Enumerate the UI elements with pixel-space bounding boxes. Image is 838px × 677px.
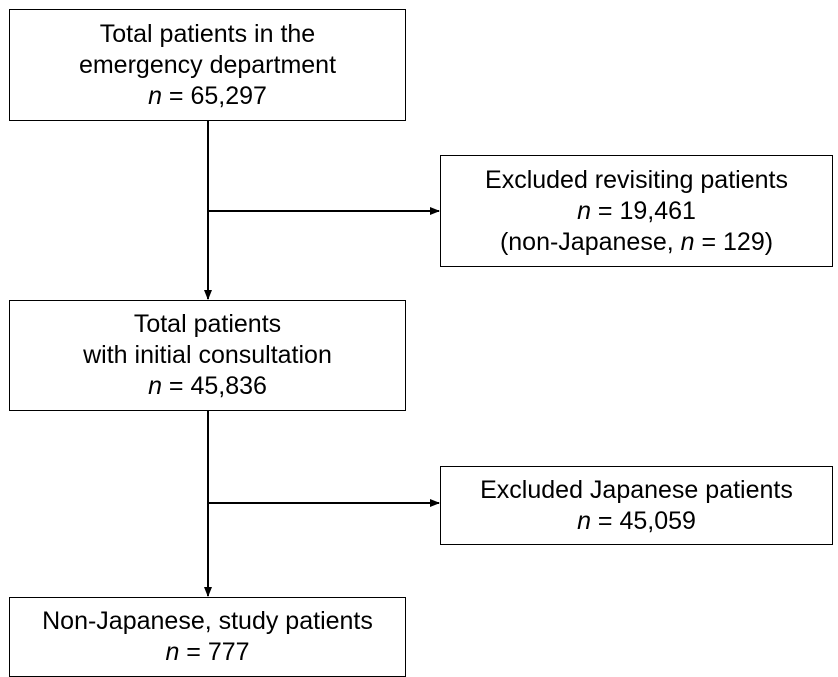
study-n-value: = 777 — [179, 638, 250, 666]
revisit-subcount: (non-Japanese, n = 129) — [500, 227, 773, 258]
revisit-sub-n-symbol: n — [680, 227, 695, 256]
study-count: n = 777 — [165, 637, 249, 668]
total-n-value: = 65,297 — [161, 81, 267, 110]
total-line2: emergency department — [78, 50, 337, 79]
revisit-count: n = 19,461 — [577, 196, 696, 227]
revisit-n-symbol: n — [577, 196, 591, 225]
revisit-sub-prefix: (non-Japanese, — [499, 227, 681, 256]
japanese-line1: Excluded Japanese patients — [480, 475, 793, 504]
revisit-sub-value: = 129) — [694, 227, 774, 256]
box-excluded-japanese: Excluded Japanese patients n = 45,059 — [440, 466, 833, 545]
initial-count: n = 45,836 — [148, 371, 267, 402]
japanese-n-symbol: n — [577, 506, 591, 535]
japanese-n-value: = 45,059 — [590, 506, 696, 535]
study-line1: Non-Japanese, study patients — [42, 607, 373, 635]
total-line1: Total patients in the — [99, 19, 316, 48]
box-excluded-revisiting: Excluded revisiting patients n = 19,461 … — [440, 155, 833, 267]
revisit-n-value: = 19,461 — [590, 196, 696, 225]
initial-line2: with initial consultation — [83, 341, 332, 369]
box-study-patients: Non-Japanese, study patients n = 777 — [9, 597, 406, 677]
box-total-patients: Total patients in the emergency departme… — [9, 9, 406, 121]
box-initial-consultation: Total patients with initial consultation… — [9, 300, 406, 411]
initial-line1: Total patients — [133, 310, 282, 338]
study-n-symbol: n — [165, 638, 180, 666]
total-n-symbol: n — [148, 81, 162, 110]
initial-n-symbol: n — [148, 372, 162, 400]
revisit-line1: Excluded revisiting patients — [485, 165, 788, 194]
initial-n-value: = 45,836 — [161, 372, 267, 400]
total-count: n = 65,297 — [148, 81, 267, 112]
japanese-count: n = 45,059 — [577, 506, 696, 537]
